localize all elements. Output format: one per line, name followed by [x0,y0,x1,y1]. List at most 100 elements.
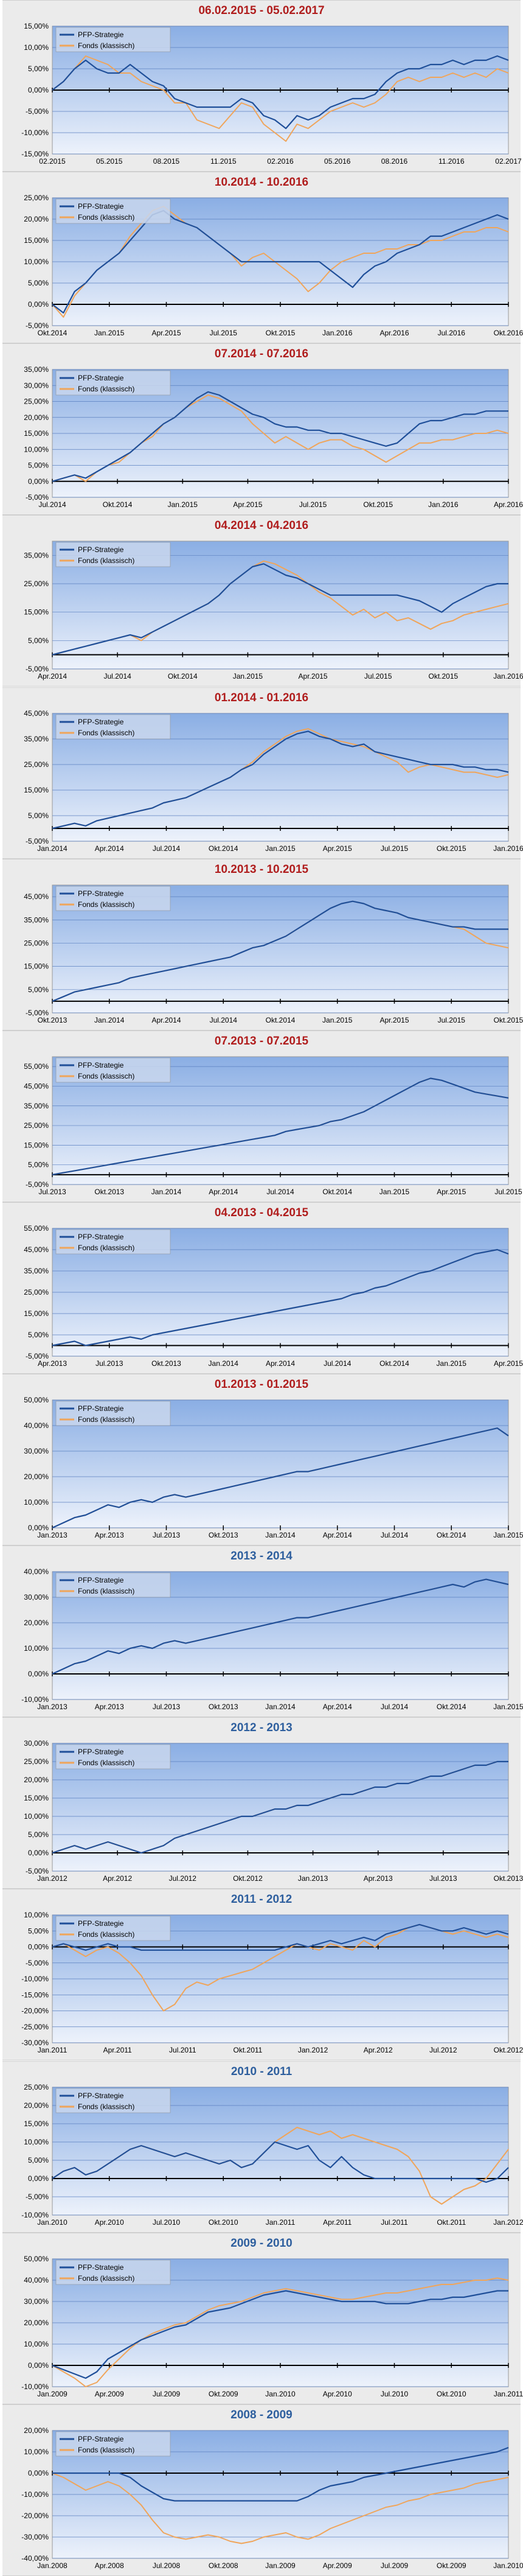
x-tick-label: Jan.2015 [379,1188,410,1196]
y-tick-label: 0,00% [28,300,49,309]
x-tick-label: Jul.2010 [381,2390,409,2398]
legend: PFP-Strategie Fonds (klassisch) [55,2431,171,2457]
legend: PFP-Strategie Fonds (klassisch) [55,1572,171,1598]
legend-label: PFP-Strategie [78,1919,124,1928]
x-tick-label: Okt.2012 [233,1874,263,1883]
y-tick-label: 35,00% [24,735,49,743]
x-tick-label: Jan.2012 [493,2218,523,2227]
chart-title: 06.02.2015 - 05.02.2017 [198,4,325,17]
legend: PFP-Strategie Fonds (klassisch) [55,27,171,52]
x-tick-label: Jan.2016 [322,329,353,337]
x-tick-label: Jan.2014 [94,1016,125,1024]
y-tick-label: 15,00% [24,1141,49,1149]
x-tick-label: Jul.2014 [38,500,66,509]
legend-box [55,1401,171,1426]
y-tick-label: 50,00% [24,2255,49,2263]
y-tick-label: 10,00% [24,2448,49,2456]
y-tick-label: 10,00% [24,257,49,266]
x-tick-label: Okt.2016 [494,329,523,337]
legend-label: Fonds (klassisch) [78,1415,134,1424]
line-chart: -10,00% 0,00% 10,00% 20,00% 30,00% 40,00% Jan.… [21,1567,523,1711]
x-tick-label: Jan.2014 [265,1531,296,1539]
y-tick-label: 20,00% [24,215,49,223]
chart-title: 04.2013 - 04.2015 [214,1206,309,1219]
x-tick-label: Jan.2015 [437,1359,467,1368]
y-tick-label: 35,00% [24,1267,49,1275]
y-tick-label: 15,00% [24,1794,49,1802]
y-tick-label: 5,00% [28,461,49,470]
series-line-pfp-strategie [52,2446,509,2502]
y-tick-label: 30,00% [24,1739,49,1748]
legend-label: PFP-Strategie [78,2263,124,2272]
y-tick-label: 35,00% [24,551,49,559]
y-tick-label: 0,00% [28,1943,49,1951]
y-tick-label: -10,00% [21,2490,49,2499]
x-tick-label: Jan.2014 [151,1188,182,1196]
x-tick-label: 02.2016 [267,157,294,166]
y-tick-label: -5,00% [26,1009,49,1017]
x-tick-label: Apr.2014 [95,844,124,853]
series-line-pfp-strategie [52,2141,509,2183]
y-tick-label: 15,00% [24,962,49,971]
chart-panel: 2013 - 2014 -10,00% 0,00% 10,00% 20,00% 30,00… [2,1545,523,1717]
x-tick-label: Okt.2014 [437,1703,466,1711]
legend: PFP-Strategie Fonds (klassisch) [55,370,171,396]
x-tick-label: Okt.2014 [379,1359,409,1368]
series-line-pfp-strategie [52,1760,508,1854]
legend-label: Fonds (klassisch) [78,385,134,393]
x-tick-label: 11.2016 [438,157,465,166]
series-line-pfp-strategie [52,55,509,130]
y-tick-label: 10,00% [24,1812,49,1821]
y-tick-label: -5,00% [26,321,49,330]
chart-panel: 04.2014 - 04.2016 -5,00% 5,00% 15,00% 25,00%… [2,515,523,687]
x-tick-label: Apr.2015 [323,844,352,853]
x-tick-label: Jul.2010 [153,2218,181,2227]
y-tick-label: -5,00% [26,1180,49,1189]
x-tick-label: Apr.2009 [95,2390,124,2398]
chart-title: 07.2014 - 07.2016 [214,348,309,360]
series-line-pfp-strategie [52,900,508,1002]
x-tick-label: Okt.2014 [437,1531,466,1539]
series-line-fonds-klassisch [52,206,509,318]
x-tick-label: Jul.2014 [381,1531,409,1539]
x-tick-label: Jan.2015 [493,1531,523,1539]
x-tick-label: Okt.2015 [429,672,459,681]
chart-panel: 2012 - 2013 -5,00% 0,00% 5,00% 10,00% 15,00% 2… [2,1717,523,1889]
x-tick-label: Okt.2014 [38,329,68,337]
legend-label: Fonds (klassisch) [78,213,134,222]
y-tick-label: 25,00% [24,2083,49,2091]
y-tick-label: 25,00% [24,760,49,769]
legend: PFP-Strategie Fonds (klassisch) [55,1229,171,1255]
y-tick-label: -5,00% [26,837,49,845]
y-tick-label: 10,00% [24,2138,49,2146]
legend: PFP-Strategie Fonds (klassisch) [55,1916,171,1941]
x-tick-label: Apr.2011 [323,2218,352,2227]
legend-label: PFP-Strategie [78,1061,124,1069]
legend-label: PFP-Strategie [78,545,124,554]
line-chart: -5,00% 0,00% 5,00% 10,00% 15,00% 20,00% 25,00%… [24,194,523,337]
y-tick-label: 30,00% [24,381,49,390]
y-tick-label: -5,00% [26,1959,49,1967]
x-tick-label: Jan.2014 [265,1703,296,1711]
legend-box [55,2088,171,2113]
legend-label: Fonds (klassisch) [78,1072,134,1080]
legend-box [55,2259,171,2285]
x-tick-label: Jan.2016 [493,672,523,681]
x-tick-label: Jul.2009 [381,2561,409,2570]
legend-label: PFP-Strategie [78,374,124,382]
y-tick-label: 15,00% [24,786,49,794]
legend-box [55,542,171,567]
x-tick-label: Apr.2013 [95,1531,124,1539]
x-tick-label: Apr.2013 [364,1874,393,1883]
y-tick-label: 20,00% [24,1776,49,1784]
y-tick-label: 15,00% [24,236,49,245]
series-line-pfp-strategie [52,1248,509,1346]
line-chart: -5,00% 5,00% 15,00% 25,00% 35,00% 45,00% 55,00… [24,1224,523,1368]
legend: PFP-Strategie Fonds (klassisch) [55,886,171,911]
x-tick-label: Jul.2011 [381,2218,408,2227]
x-tick-label: Jul.2013 [153,1703,181,1711]
y-tick-label: -20,00% [21,2511,49,2520]
legend-box [55,27,171,52]
legend-box [55,1229,171,1255]
